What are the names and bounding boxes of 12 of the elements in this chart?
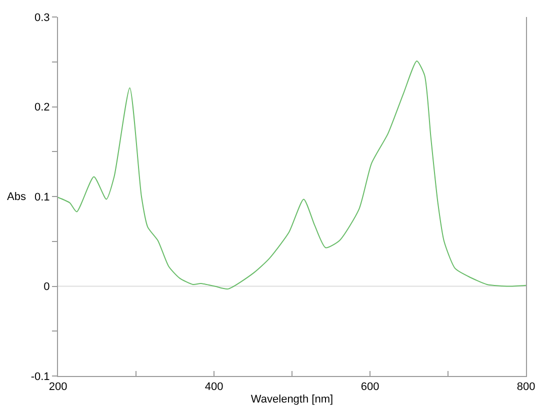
x-tick-label: 200 xyxy=(48,381,68,394)
line-series xyxy=(58,60,526,290)
y-tick-label: 0.1 xyxy=(34,191,50,204)
x-tick-label: 800 xyxy=(516,381,536,394)
y-axis-title: Abs xyxy=(7,191,26,203)
y-tick-label: 0 xyxy=(44,281,50,294)
y-tick-label: 0.3 xyxy=(34,12,50,24)
y-tick-label: -0.1 xyxy=(30,370,50,383)
x-axis-title: Wavelength [nm] xyxy=(250,393,334,406)
x-tick-label: 400 xyxy=(204,381,224,394)
x-tick-label: 600 xyxy=(360,381,380,394)
y-tick-label: 0.2 xyxy=(34,102,50,114)
